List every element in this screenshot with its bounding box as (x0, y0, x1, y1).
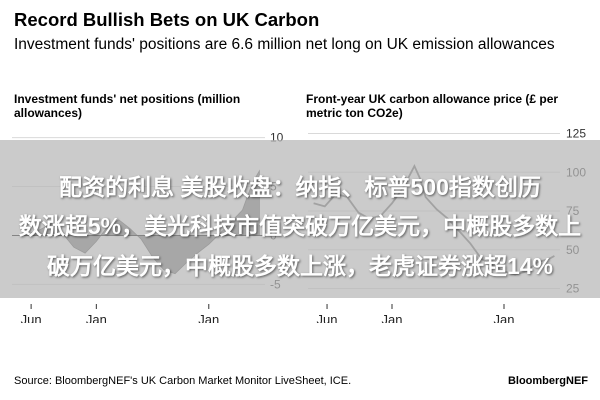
carbon-price-x-tick-label: Jan (494, 312, 515, 323)
overlay-band (0, 140, 600, 298)
net-positions-x-tick-label: Jan (198, 312, 219, 323)
overlay-text-line-2: 数涨超5%，美光科技市值突破万亿美元，中概股多数上 (18, 213, 582, 239)
net-positions-x-tick-label: Jan (86, 312, 107, 323)
overlay-text-line-3: 破万亿美元，中概股多数上涨，老虎证券涨超14% (46, 253, 554, 279)
chart-title: Record Bullish Bets on UK Carbon (14, 9, 320, 30)
left-panel-title: Investment funds' net positions (million… (14, 92, 241, 120)
chart-subtitle: Investment funds' positions are 6.6 mill… (14, 36, 555, 53)
net-positions-x-tick-label: Jun (21, 312, 42, 323)
source-note: Source: BloombergNEF's UK Carbon Market … (14, 375, 352, 387)
carbon-price-x-tick-label: Jun (317, 312, 338, 323)
carbon-price-y-tick-label: 125 (566, 127, 586, 141)
carbon-price-x-tick-label: Jan (382, 312, 403, 323)
overlay-text-line-1: 配资的利息 美股收盘：纳指、标普500指数创历 (59, 174, 541, 200)
right-panel-title: Front-year UK carbon allowance price (£ … (306, 92, 559, 120)
brand-logo-text: BloombergNEF (507, 375, 588, 387)
